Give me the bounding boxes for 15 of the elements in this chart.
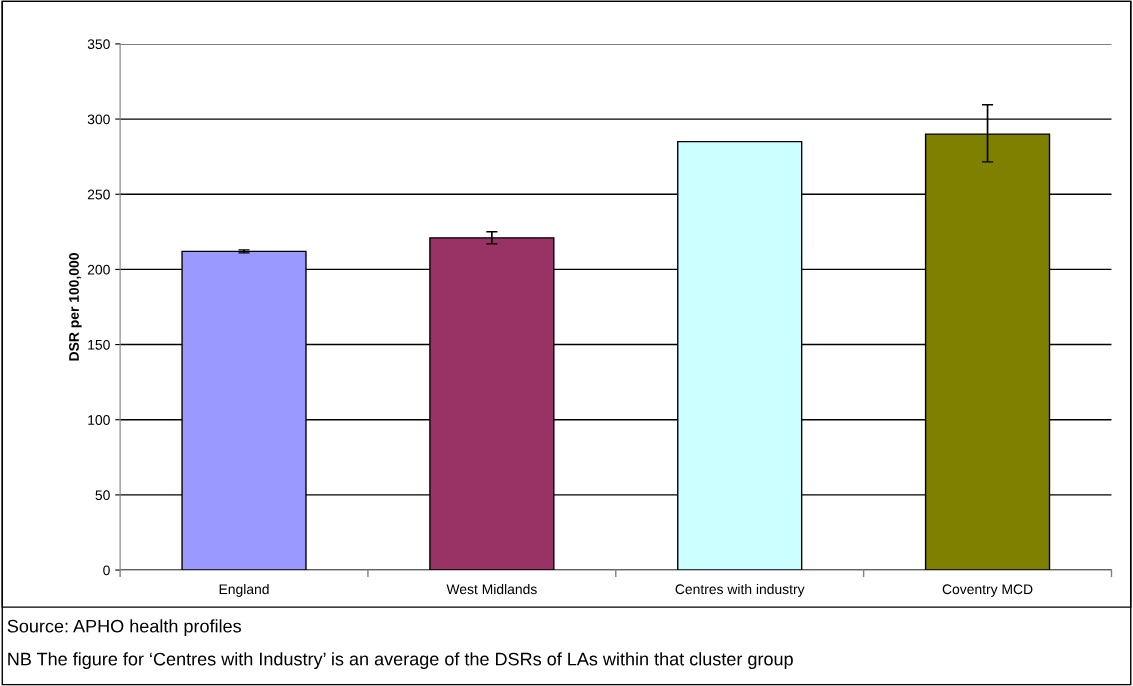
- text: NB The figure for ‘Centres with Industry’ is an average of the DSRs of LAs within that cluster group: [8, 652, 793, 670]
- y-tick-label: 50: [95, 490, 110, 501]
- source-note: Source: APHO health profiles: [7, 619, 241, 637]
- y-tick-label: 350: [87, 39, 110, 50]
- y-axis-title: DSR per 100,000: [69, 253, 82, 361]
- y-tick-label: 250: [87, 189, 110, 200]
- x-tick-label: Coventry MCD: [942, 584, 1033, 597]
- x-tick-label: England: [219, 583, 269, 597]
- x-tick-label: Centres with industry: [675, 583, 805, 597]
- y-tick-label: 150: [88, 339, 110, 350]
- y-tick-label: 100: [88, 415, 110, 425]
- x-tick-label: West Midlands: [446, 583, 537, 595]
- y-tick-label: 0: [103, 565, 110, 576]
- y-tick-label: 200: [87, 264, 110, 275]
- y-tick-label: 300: [87, 114, 110, 125]
